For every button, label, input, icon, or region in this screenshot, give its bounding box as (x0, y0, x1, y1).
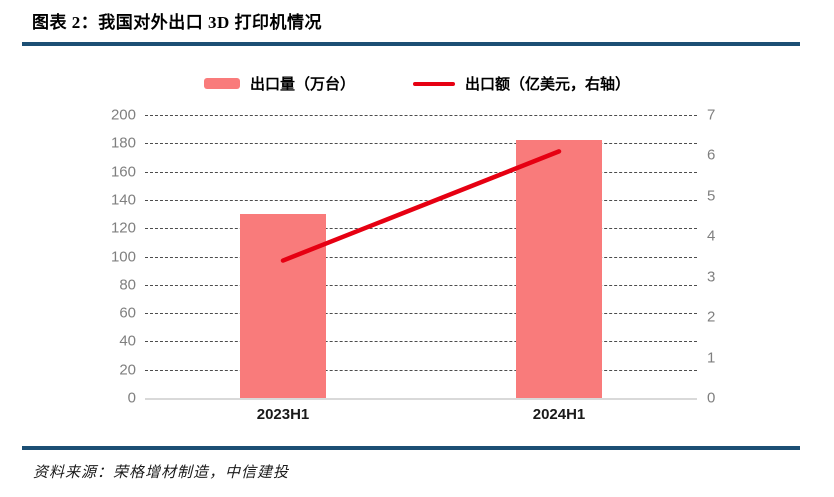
left-axis-tick: 40 (119, 332, 136, 350)
top-divider (22, 42, 800, 46)
legend-item-line: 出口额（亿美元，右轴） (413, 73, 630, 94)
gridline (145, 171, 697, 173)
right-axis-tick: 3 (707, 268, 716, 286)
export-value-line (280, 149, 562, 263)
left-axis-tick: 20 (119, 361, 136, 379)
left-axis-tick: 60 (119, 304, 136, 322)
left-axis-tick: 160 (110, 163, 136, 181)
left-axis-tick: 200 (110, 106, 136, 124)
gridline (145, 228, 697, 230)
export-volume-bar (240, 214, 326, 398)
gridline (145, 313, 697, 315)
x-axis-label: 2024H1 (532, 406, 586, 423)
left-axis-tick: 0 (127, 389, 136, 407)
left-axis-tick: 180 (110, 134, 136, 152)
right-axis-tick: 5 (707, 187, 716, 205)
legend-label: 出口额（亿美元，右轴） (465, 77, 631, 93)
bar-swatch-icon (203, 78, 240, 89)
source-note: 资料来源：荣格增材制造，中信建投 (33, 465, 290, 481)
gridline (145, 115, 697, 116)
left-axis-tick: 120 (110, 219, 136, 237)
right-axis: 7 6 5 4 3 2 1 0 (707, 107, 747, 407)
gridline (145, 256, 697, 258)
bottom-divider (22, 446, 800, 450)
gridline (145, 199, 697, 201)
right-axis-tick: 0 (707, 389, 716, 407)
right-axis-tick: 6 (707, 146, 716, 164)
plot-area (145, 115, 697, 400)
page-title: 图表 2：我国对外出口 3D 打印机情况 (32, 13, 323, 32)
gridline (145, 284, 697, 286)
left-axis-tick: 80 (119, 276, 136, 294)
gridline (145, 143, 697, 145)
x-axis: 2023H1 2024H1 (145, 406, 697, 430)
right-axis-tick: 1 (707, 349, 716, 367)
left-axis-tick: 140 (110, 191, 136, 209)
chart-legend: 出口量（万台） 出口额（亿美元，右轴） (0, 73, 834, 94)
line-swatch-icon (413, 81, 455, 86)
export-volume-bar (516, 140, 602, 398)
left-axis: 200 180 160 140 120 100 80 60 40 20 0 (88, 107, 136, 407)
right-axis-tick: 4 (707, 227, 716, 245)
right-axis-tick: 7 (707, 106, 716, 124)
gridline (145, 369, 697, 371)
gridline (145, 341, 697, 343)
legend-label: 出口量（万台） (249, 77, 355, 93)
legend-item-bar: 出口量（万台） (203, 73, 355, 94)
left-axis-tick: 100 (110, 248, 136, 265)
x-axis-label: 2023H1 (256, 406, 310, 423)
right-axis-tick: 2 (707, 308, 716, 326)
gridline (145, 398, 697, 400)
